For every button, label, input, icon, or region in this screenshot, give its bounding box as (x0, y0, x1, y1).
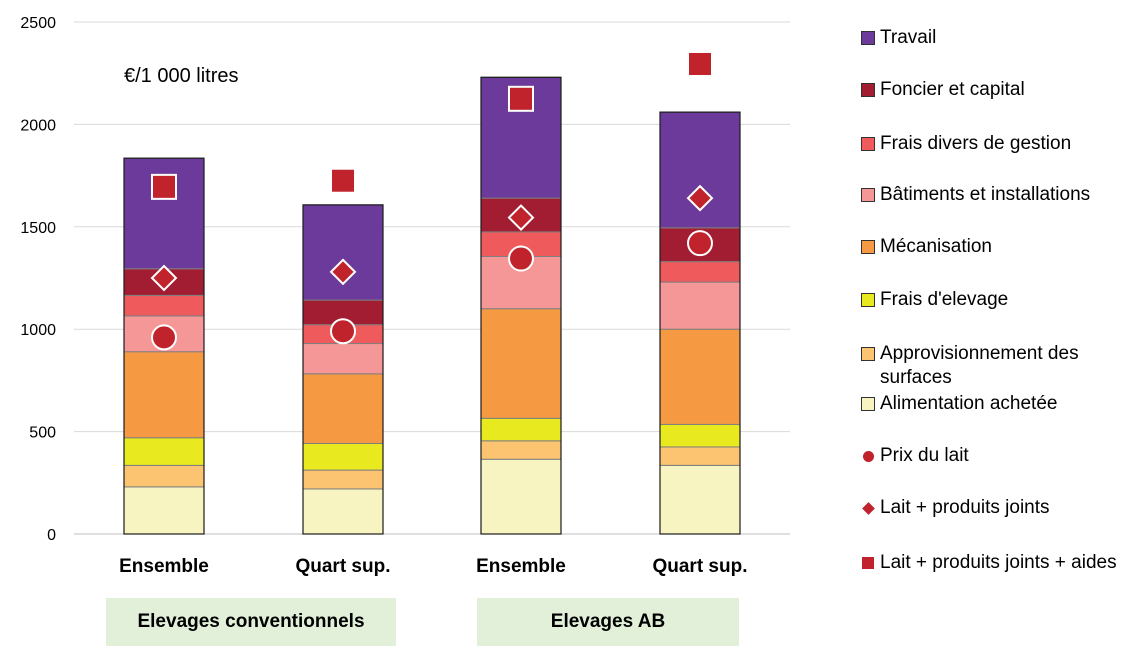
bar-segment (480, 458, 562, 535)
y-tick-label: 1000 (20, 322, 56, 339)
y-tick-label: 0 (47, 527, 56, 544)
y-tick-label: 1500 (20, 220, 56, 237)
bar-segment (480, 440, 562, 460)
bar-segment (659, 261, 741, 283)
marker-produits-joints-aides (151, 173, 177, 200)
unit-label: €/1 000 litres (124, 65, 239, 87)
circle-marker-icon (862, 450, 874, 462)
legend-item-foncier: Foncier et capital (860, 78, 1025, 102)
legend-swatch (861, 188, 875, 202)
legend-label: Prix du lait (880, 445, 969, 466)
legend-item-produits-joints-aides: Lait + produits joints + aides (860, 551, 1117, 575)
bar-outline (659, 111, 741, 535)
legend-swatch (861, 397, 875, 411)
category-label: Quart sup. (652, 556, 747, 577)
legend-swatch (861, 83, 875, 97)
marker-produits-joints (686, 184, 714, 212)
bar-segment (659, 328, 741, 425)
bar-segment (302, 373, 384, 444)
legend-label: Lait + produits joints + aides (880, 552, 1117, 573)
bar-segment (659, 464, 741, 535)
bar-segment (123, 464, 205, 488)
legend-item-frais-elevage: Frais d'elevage (860, 288, 1008, 312)
legend-item-batiments: Bâtiments et installations (860, 183, 1090, 207)
diamond-marker-icon (861, 501, 875, 515)
marker-produits-joints (329, 258, 357, 286)
legend-item-mecanisation: Mécanisation (860, 235, 992, 259)
bar-segment (480, 417, 562, 442)
category-label: Quart sup. (295, 556, 390, 577)
marker-produits-joints (150, 264, 178, 292)
legend-item-travail: Travail (860, 26, 936, 50)
bar-segment (123, 351, 205, 439)
legend-label: Frais d'elevage (880, 289, 1009, 310)
legend-item-alimentation: Alimentation achetée (860, 392, 1057, 416)
marker-produits-joints-aides (687, 50, 713, 77)
legend-swatch (861, 137, 875, 151)
marker-prix-du-lait (687, 230, 713, 257)
marker-produits-joints-aides (330, 167, 356, 194)
legend-label: Approvisionnement des surfaces (880, 343, 1079, 388)
legend-swatch (861, 293, 875, 307)
legend-label: Frais divers de gestion (880, 133, 1072, 154)
bar-segment (123, 486, 205, 535)
legend-label: Mécanisation (880, 236, 992, 257)
group-label-ab: Elevages AB (477, 598, 739, 646)
bar-segment (302, 469, 384, 490)
legend-item-frais-divers: Frais divers de gestion (860, 132, 1071, 156)
bar-segment (302, 204, 384, 301)
bar-segment (123, 437, 205, 466)
legend-swatch (861, 31, 875, 45)
legend-item-produits-joints: Lait + produits joints (860, 496, 1050, 520)
bar-segment (302, 442, 384, 471)
group-label-conventionnels: Elevages conventionnels (106, 598, 396, 646)
legend-swatch (861, 240, 875, 254)
bar-outline (123, 157, 205, 535)
bar-segment (123, 294, 205, 317)
bar-outline (480, 76, 562, 535)
legend-item-prix-lait: Prix du lait (860, 444, 969, 468)
y-tick-label: 2000 (20, 117, 56, 134)
bar-segment (659, 446, 741, 466)
legend-swatch (861, 347, 875, 361)
category-label: Ensemble (476, 556, 566, 577)
marker-produits-joints (507, 204, 535, 231)
bar-segment (302, 343, 384, 375)
bar-segment (659, 423, 741, 448)
marker-prix-du-lait (330, 318, 356, 345)
legend-label: Foncier et capital (880, 79, 1025, 100)
category-label: Ensemble (119, 556, 209, 577)
marker-prix-du-lait (151, 324, 177, 351)
legend-label: Lait + produits joints (880, 497, 1050, 518)
y-tick-label: 500 (29, 425, 56, 442)
legend-label: Alimentation achetée (880, 393, 1058, 414)
marker-produits-joints-aides (508, 85, 534, 112)
legend-label: Travail (880, 27, 937, 48)
bar-segment (480, 308, 562, 419)
bar-segment (302, 488, 384, 535)
y-tick-label: 2500 (20, 15, 56, 32)
bar-segment (659, 281, 741, 330)
legend-item-approvisionnement: Approvisionnement des surfaces (860, 342, 1130, 390)
square-marker-icon (862, 557, 874, 569)
legend-label: Bâtiments et installations (880, 184, 1091, 205)
marker-prix-du-lait (508, 245, 534, 272)
bar-outline (302, 204, 384, 535)
